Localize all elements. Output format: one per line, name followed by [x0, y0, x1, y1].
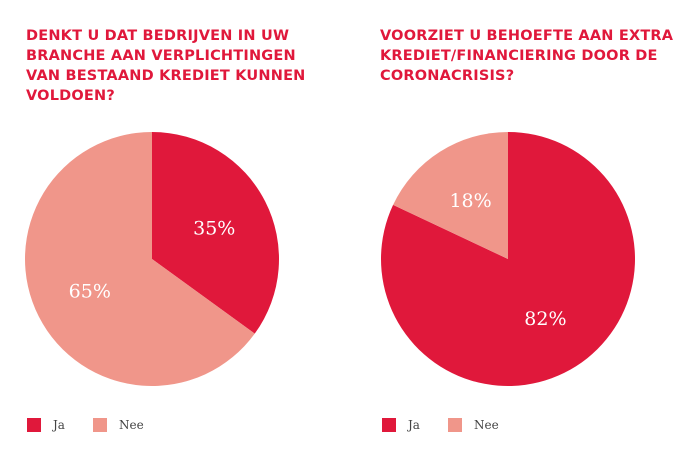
slice-label-ja: 35% [193, 217, 235, 239]
legend-swatch-nee [447, 418, 462, 432]
slice-label-nee: 65% [69, 281, 111, 303]
legend-swatch-ja [27, 418, 41, 432]
legend-item-nee: Nee [92, 418, 144, 432]
legend-item-nee: Nee [447, 418, 499, 432]
legend-label: Ja [53, 418, 65, 432]
legend-swatch-nee [92, 418, 107, 432]
pie-slice-ja [152, 132, 279, 334]
legend-label: Nee [473, 418, 499, 432]
pie-chart: 35% 65% [24, 132, 279, 387]
legend-item-ja: Ja [27, 418, 65, 432]
pie-slice-nee [393, 132, 508, 259]
legend: Ja Nee [27, 416, 172, 434]
pie-chart: 82% 18% [381, 132, 635, 386]
legend-label: Ja [408, 418, 420, 432]
chart-panel-left: DENKT U DAT BEDRIJVEN IN UW BRANCHE AAN … [24, 28, 306, 434]
pie-slice-nee [24, 132, 255, 387]
legend: Ja Nee [382, 416, 527, 434]
chart-title: VOORZIET U BEHOEFTE AAN EXTRA KREDIET/FI… [380, 28, 674, 84]
chart-title: DENKT U DAT BEDRIJVEN IN UW BRANCHE AAN … [26, 28, 306, 104]
legend-swatch-ja [382, 418, 396, 432]
legend-item-ja: Ja [382, 418, 420, 432]
chart-panel-right: VOORZIET U BEHOEFTE AAN EXTRA KREDIET/FI… [340, 0, 680, 461]
legend-label: Nee [118, 418, 144, 432]
slice-label-ja: 82% [524, 308, 566, 330]
slice-label-nee: 18% [449, 190, 491, 212]
